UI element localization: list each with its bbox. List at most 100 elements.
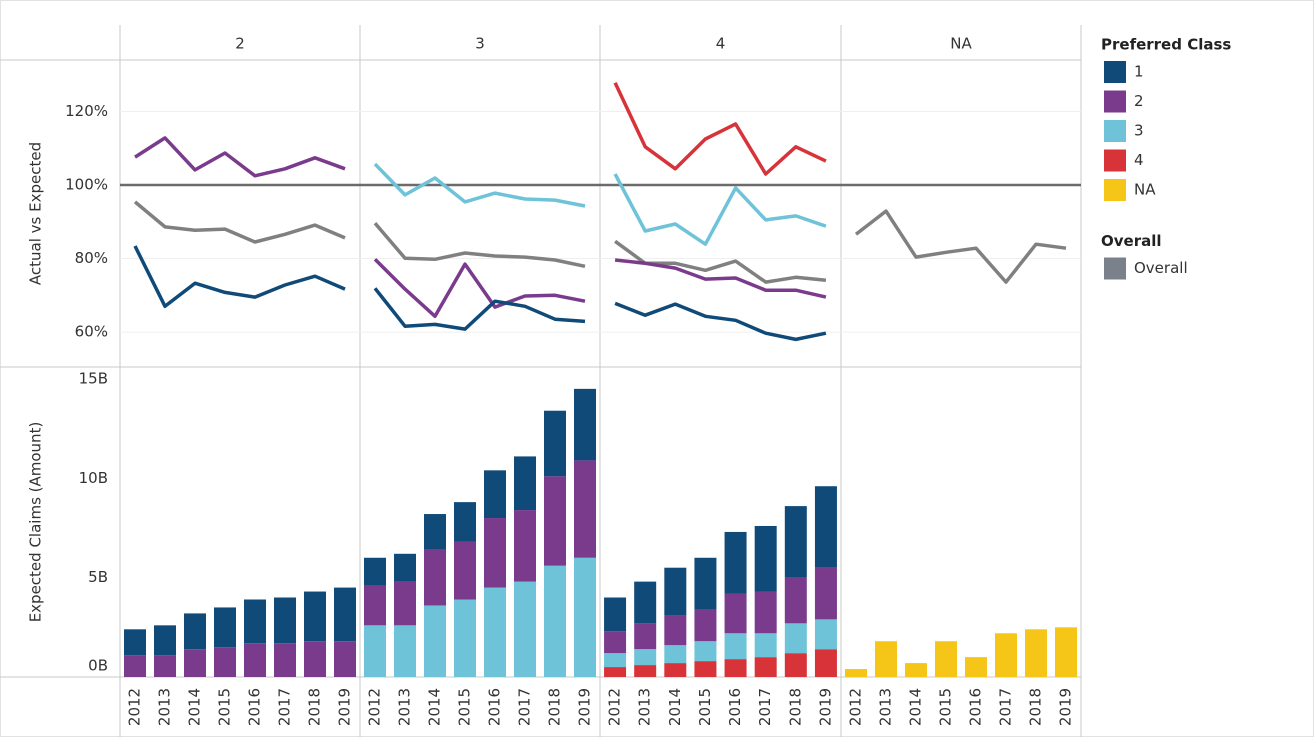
- bar-segment: [244, 599, 266, 644]
- legend-swatch: [1104, 257, 1126, 280]
- x-tick-label: 2017: [276, 688, 294, 726]
- line-series: [614, 258, 827, 299]
- y-tick-label: 120%: [65, 102, 108, 120]
- bar-segment: [1025, 629, 1047, 677]
- x-tick-label: 2014: [666, 688, 684, 726]
- bar-segment: [784, 506, 807, 578]
- y-axis-label: Actual vs Expected: [27, 142, 45, 285]
- line-series: [373, 287, 586, 331]
- x-tick-label: 2019: [1057, 688, 1075, 726]
- bar-segment: [364, 585, 386, 626]
- x-tick-label: 2012: [366, 688, 384, 726]
- bar-segment: [724, 659, 747, 677]
- bar-segment: [724, 593, 747, 634]
- legend-swatch: [1104, 61, 1126, 83]
- legend-swatch: [1104, 120, 1126, 142]
- bar-segment: [514, 456, 536, 511]
- legend-label: 4: [1134, 151, 1144, 169]
- x-tick-label: 2016: [486, 688, 504, 726]
- bar-segment: [274, 643, 296, 677]
- panel-title: 3: [475, 35, 485, 53]
- line-series: [373, 162, 586, 208]
- x-tick-label: 2016: [967, 688, 985, 726]
- bar-segment: [424, 549, 446, 606]
- x-tick-label: 2012: [126, 688, 144, 726]
- legend-swatch: [1104, 90, 1126, 113]
- x-tick-label: 2019: [336, 688, 354, 726]
- x-tick-label: 2016: [726, 688, 744, 726]
- bar-segment: [634, 581, 657, 624]
- x-tick-label: 2019: [816, 688, 834, 726]
- x-tick-label: 2013: [156, 688, 174, 726]
- bar-segment: [154, 625, 176, 656]
- bar-segment: [424, 605, 446, 677]
- bar-segment: [184, 649, 206, 677]
- y-tick-label: 0B: [88, 657, 108, 675]
- line-series: [613, 82, 827, 176]
- y-axis-label: Expected Claims (Amount): [27, 422, 45, 623]
- bar-segment: [634, 623, 657, 650]
- legend-title: Overall: [1101, 232, 1162, 250]
- bar-segment: [1055, 627, 1077, 677]
- x-tick-label: 2012: [847, 688, 865, 726]
- bar-segment: [694, 609, 717, 642]
- bar-segment: [484, 587, 506, 677]
- x-tick-label: 2014: [186, 688, 204, 726]
- bar-segment: [454, 541, 476, 600]
- bar-segment: [845, 669, 867, 677]
- bar-segment: [664, 615, 687, 646]
- bar-segment: [544, 410, 566, 477]
- line-series: [373, 222, 586, 269]
- y-tick-label: 100%: [65, 176, 108, 194]
- legend-label: 3: [1134, 122, 1144, 140]
- x-tick-label: 2018: [1027, 688, 1045, 726]
- x-tick-label: 2017: [756, 688, 774, 726]
- bar-segment: [814, 486, 837, 568]
- line-series: [613, 173, 827, 246]
- bar-segment: [304, 591, 326, 642]
- line-series: [854, 209, 1067, 284]
- bar-segment: [574, 388, 596, 461]
- legend-label: NA: [1134, 181, 1156, 199]
- x-tick-label: 2013: [396, 688, 414, 726]
- line-series: [373, 258, 586, 319]
- bar-segment: [724, 531, 747, 594]
- bar-segment: [634, 649, 657, 666]
- bar-segment: [754, 633, 777, 658]
- bar-segment: [814, 649, 837, 677]
- bar-segment: [694, 641, 717, 662]
- bar-segment: [124, 629, 146, 656]
- x-tick-label: 2018: [306, 688, 324, 726]
- bar-segment: [184, 613, 206, 650]
- bar-segment: [664, 645, 687, 664]
- legend-label: Overall: [1134, 259, 1188, 277]
- line-series: [614, 301, 827, 342]
- bar-segment: [124, 655, 146, 677]
- x-tick-label: 2014: [907, 688, 925, 726]
- bar-segment: [394, 581, 416, 626]
- x-tick-label: 2015: [216, 688, 234, 726]
- x-tick-label: 2014: [426, 688, 444, 726]
- legend-swatch: [1104, 179, 1126, 201]
- panel-title: 4: [716, 35, 726, 53]
- bar-segment: [544, 476, 566, 566]
- y-tick-label: 60%: [75, 323, 108, 341]
- bar-segment: [784, 653, 807, 677]
- bar-segment: [754, 525, 777, 592]
- bar-segment: [514, 581, 536, 677]
- bar-segment: [364, 557, 386, 586]
- bar-segment: [814, 567, 837, 620]
- x-tick-label: 2018: [546, 688, 564, 726]
- bar-segment: [724, 633, 747, 660]
- bar-segment: [574, 460, 596, 558]
- bar-segment: [484, 518, 506, 588]
- bar-segment: [154, 655, 176, 677]
- bar-segment: [754, 591, 777, 634]
- y-tick-label: 15B: [79, 369, 108, 387]
- bar-segment: [664, 663, 687, 677]
- bar-segment: [334, 641, 356, 677]
- bar-segment: [304, 641, 326, 677]
- y-tick-label: 80%: [75, 249, 108, 267]
- x-tick-label: 2012: [606, 688, 624, 726]
- bar-segment: [694, 557, 717, 610]
